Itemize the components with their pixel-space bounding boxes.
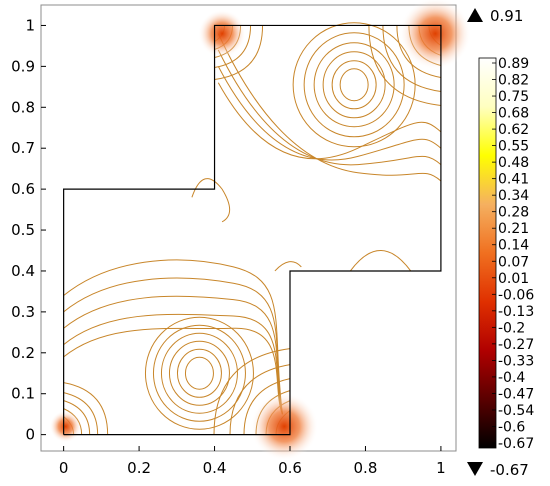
- y-tick-label: 0.7: [11, 139, 35, 157]
- colorbar-label: 0.82: [498, 73, 529, 89]
- plot-area: [40, 4, 457, 452]
- contour-loop: [160, 332, 238, 414]
- y-tick-label: 1: [25, 16, 35, 34]
- x-tick-label: 1: [436, 459, 446, 477]
- contour-line: [368, 25, 441, 106]
- contour-line: [63, 313, 283, 415]
- contour-line: [396, 25, 441, 78]
- contour-line: [217, 49, 442, 166]
- hotspot-upper-right: [399, 0, 472, 70]
- contour-loop: [331, 60, 377, 110]
- contour-line: [349, 250, 412, 272]
- contour-line: [382, 25, 441, 92]
- colorbar-gradient: [478, 57, 497, 449]
- colorbar-label: -0.2: [498, 320, 525, 336]
- x-tick-label: 0.4: [203, 459, 227, 477]
- min-marker-icon: [467, 462, 483, 476]
- colorbar-label: -0.4: [498, 370, 525, 386]
- domain-boundary: [63, 24, 442, 436]
- colorbar-label: -0.06: [498, 287, 534, 303]
- colorbar-label: -0.33: [498, 353, 534, 369]
- contour-loop: [339, 68, 369, 102]
- colorbar-label: 0.62: [498, 122, 529, 138]
- contour-loop: [176, 348, 222, 398]
- colorbar-label: 0.34: [498, 188, 529, 204]
- contour-loop: [144, 316, 254, 430]
- colorbar: 0.890.820.750.680.620.550.480.410.340.28…: [478, 56, 534, 452]
- contour-line: [243, 378, 291, 435]
- colorbar-label: -0.6: [498, 419, 525, 435]
- contour-lines: [63, 22, 442, 435]
- y-tick-label: 0.9: [11, 57, 35, 75]
- contour-line: [63, 259, 283, 415]
- contour-line: [63, 392, 99, 435]
- colorbar-label: 0.48: [498, 155, 529, 171]
- plot-frame: [40, 4, 457, 452]
- y-tick-label: 0.3: [11, 303, 35, 321]
- colorbar-label: 0.41: [498, 172, 529, 188]
- min-value-label: -0.67: [490, 461, 529, 479]
- colorbar-label: 0.07: [498, 254, 529, 270]
- x-axis: 0 0.2 0.4 0.6 0.8 1: [59, 446, 446, 477]
- y-tick-label: 0.8: [11, 98, 35, 116]
- colorbar-label: -0.67: [498, 436, 534, 452]
- contour-loop: [292, 22, 416, 148]
- colorbar-label: 0.28: [498, 205, 529, 221]
- domain-outline: [63, 24, 442, 436]
- colorbar-label: 0.75: [498, 89, 529, 105]
- contour-loop: [184, 356, 214, 390]
- contour-line: [217, 66, 442, 161]
- colorbar-label: 0.89: [498, 56, 529, 72]
- contour-line: [63, 400, 91, 435]
- x-tick-label: 0.2: [127, 459, 151, 477]
- contour-line: [63, 382, 109, 435]
- y-axis: 0 0.1 0.2 0.3 0.4 0.5 0.6 0.7 0.8 0.9 1: [11, 16, 46, 444]
- contour-line: [214, 25, 252, 68]
- x-tick-label: 0.8: [354, 459, 378, 477]
- contour-line: [229, 364, 291, 435]
- contour-line: [274, 261, 302, 272]
- y-tick-label: 0.1: [11, 385, 35, 403]
- contour-line: [217, 33, 442, 182]
- contour-line: [191, 178, 231, 223]
- colorbar-label: -0.27: [498, 337, 534, 353]
- contour-line: [63, 277, 283, 415]
- max-value-label: 0.91: [490, 7, 523, 25]
- contour-loop: [322, 51, 386, 119]
- colorbar-label: 0.01: [498, 271, 529, 287]
- y-tick-label: 0: [25, 426, 35, 444]
- hotspot-lower-right: [250, 392, 319, 461]
- colorbar-label: -0.47: [498, 386, 534, 402]
- colorbar-label: -0.54: [498, 403, 534, 419]
- y-tick-label: 0.6: [11, 180, 35, 198]
- x-tick-label: 0.6: [278, 459, 302, 477]
- y-tick-label: 0.5: [11, 221, 35, 239]
- contour-line: [217, 82, 442, 159]
- y-tick-label: 0.2: [11, 344, 35, 362]
- y-tick-label: 0.4: [11, 262, 35, 280]
- contour-loop: [168, 340, 230, 406]
- colorbar-label: 0.14: [498, 238, 529, 254]
- colorbar-label: -0.13: [498, 304, 534, 320]
- hotspots: [49, 0, 472, 461]
- contour-line: [63, 327, 283, 415]
- contour-loop: [152, 324, 246, 422]
- x-tick-label: 0: [59, 459, 69, 477]
- contour-line: [63, 295, 283, 415]
- colorbar-label: 0.21: [498, 221, 529, 237]
- contour-loop: [313, 42, 395, 128]
- max-marker-icon: [467, 8, 483, 22]
- extreme-values: 0.91 -0.67: [467, 7, 529, 479]
- contour-loop: [303, 32, 405, 138]
- contour-line: [214, 25, 264, 80]
- colorbar-label: 0.55: [498, 139, 529, 155]
- colorbar-label: 0.68: [498, 106, 529, 122]
- hotspot-upper-left: [198, 9, 247, 58]
- contour-line: [213, 348, 291, 435]
- hotspot-origin: [49, 410, 82, 443]
